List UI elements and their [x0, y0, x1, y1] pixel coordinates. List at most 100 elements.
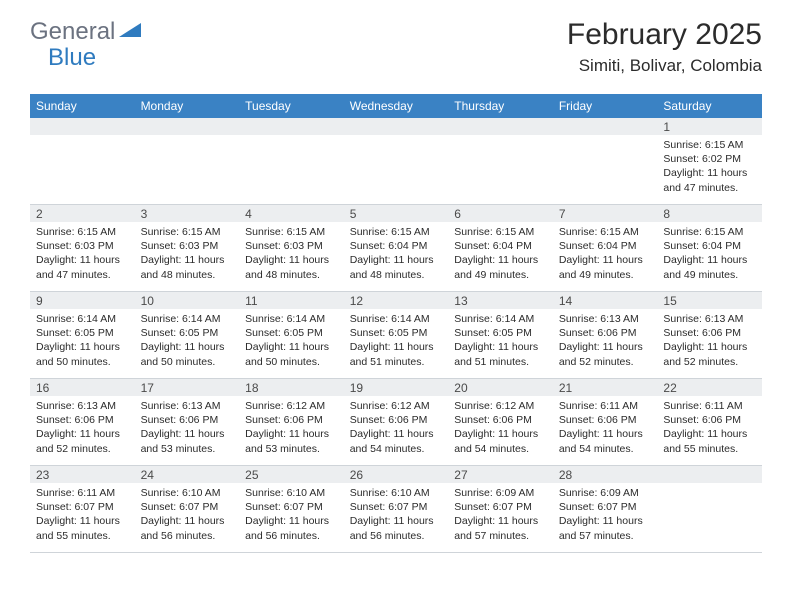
day-cell: 4Sunrise: 6:15 AMSunset: 6:03 PMDaylight…	[239, 205, 344, 291]
day-details: Sunrise: 6:15 AMSunset: 6:04 PMDaylight:…	[553, 222, 658, 286]
day-number: 15	[657, 292, 762, 309]
day-details: Sunrise: 6:15 AMSunset: 6:03 PMDaylight:…	[239, 222, 344, 286]
sunset-text: Sunset: 6:03 PM	[245, 239, 338, 253]
daylight-text: Daylight: 11 hours and 55 minutes.	[36, 514, 129, 542]
day-number: 12	[344, 292, 449, 309]
day-number: 9	[30, 292, 135, 309]
day-details: Sunrise: 6:13 AMSunset: 6:06 PMDaylight:…	[657, 309, 762, 373]
day-cell	[135, 118, 240, 204]
day-details: Sunrise: 6:09 AMSunset: 6:07 PMDaylight:…	[448, 483, 553, 547]
sunrise-text: Sunrise: 6:13 AM	[663, 312, 756, 326]
daylight-text: Daylight: 11 hours and 48 minutes.	[245, 253, 338, 281]
day-cell: 6Sunrise: 6:15 AMSunset: 6:04 PMDaylight…	[448, 205, 553, 291]
sunset-text: Sunset: 6:05 PM	[350, 326, 443, 340]
daylight-text: Daylight: 11 hours and 49 minutes.	[454, 253, 547, 281]
sunrise-text: Sunrise: 6:10 AM	[141, 486, 234, 500]
month-title: February 2025	[567, 18, 762, 52]
day-details: Sunrise: 6:15 AMSunset: 6:04 PMDaylight:…	[344, 222, 449, 286]
day-cell: 27Sunrise: 6:09 AMSunset: 6:07 PMDayligh…	[448, 466, 553, 552]
title-block: February 2025 Simiti, Bolivar, Colombia	[567, 18, 762, 76]
weekday-header: Friday	[553, 94, 658, 118]
sunset-text: Sunset: 6:07 PM	[36, 500, 129, 514]
day-details: Sunrise: 6:10 AMSunset: 6:07 PMDaylight:…	[344, 483, 449, 547]
sunset-text: Sunset: 6:04 PM	[663, 239, 756, 253]
day-number: 27	[448, 466, 553, 483]
sunset-text: Sunset: 6:06 PM	[559, 326, 652, 340]
sunrise-text: Sunrise: 6:15 AM	[663, 138, 756, 152]
sunset-text: Sunset: 6:07 PM	[350, 500, 443, 514]
sunrise-text: Sunrise: 6:14 AM	[245, 312, 338, 326]
day-cell: 25Sunrise: 6:10 AMSunset: 6:07 PMDayligh…	[239, 466, 344, 552]
day-cell	[657, 466, 762, 552]
day-details: Sunrise: 6:10 AMSunset: 6:07 PMDaylight:…	[135, 483, 240, 547]
daylight-text: Daylight: 11 hours and 56 minutes.	[245, 514, 338, 542]
day-cell: 7Sunrise: 6:15 AMSunset: 6:04 PMDaylight…	[553, 205, 658, 291]
day-cell: 16Sunrise: 6:13 AMSunset: 6:06 PMDayligh…	[30, 379, 135, 465]
day-details: Sunrise: 6:15 AMSunset: 6:02 PMDaylight:…	[657, 135, 762, 199]
day-number: 20	[448, 379, 553, 396]
daylight-text: Daylight: 11 hours and 57 minutes.	[454, 514, 547, 542]
weekday-header: Tuesday	[239, 94, 344, 118]
day-number: 28	[553, 466, 658, 483]
daylight-text: Daylight: 11 hours and 53 minutes.	[245, 427, 338, 455]
sunset-text: Sunset: 6:06 PM	[454, 413, 547, 427]
sunset-text: Sunset: 6:03 PM	[141, 239, 234, 253]
day-cell: 9Sunrise: 6:14 AMSunset: 6:05 PMDaylight…	[30, 292, 135, 378]
logo-text-general: General	[30, 18, 115, 46]
day-number: 2	[30, 205, 135, 222]
sunset-text: Sunset: 6:06 PM	[663, 413, 756, 427]
day-details: Sunrise: 6:13 AMSunset: 6:06 PMDaylight:…	[553, 309, 658, 373]
day-cell	[30, 118, 135, 204]
day-details: Sunrise: 6:13 AMSunset: 6:06 PMDaylight:…	[135, 396, 240, 460]
sunrise-text: Sunrise: 6:10 AM	[245, 486, 338, 500]
day-cell: 15Sunrise: 6:13 AMSunset: 6:06 PMDayligh…	[657, 292, 762, 378]
day-number: 5	[344, 205, 449, 222]
day-details: Sunrise: 6:12 AMSunset: 6:06 PMDaylight:…	[344, 396, 449, 460]
weekday-header: Wednesday	[344, 94, 449, 118]
day-details: Sunrise: 6:11 AMSunset: 6:06 PMDaylight:…	[553, 396, 658, 460]
week-row: 16Sunrise: 6:13 AMSunset: 6:06 PMDayligh…	[30, 379, 762, 466]
day-details: Sunrise: 6:15 AMSunset: 6:04 PMDaylight:…	[448, 222, 553, 286]
day-number: 7	[553, 205, 658, 222]
day-number: 14	[553, 292, 658, 309]
daylight-text: Daylight: 11 hours and 56 minutes.	[350, 514, 443, 542]
day-number: 3	[135, 205, 240, 222]
day-cell: 17Sunrise: 6:13 AMSunset: 6:06 PMDayligh…	[135, 379, 240, 465]
day-details: Sunrise: 6:14 AMSunset: 6:05 PMDaylight:…	[448, 309, 553, 373]
day-cell: 12Sunrise: 6:14 AMSunset: 6:05 PMDayligh…	[344, 292, 449, 378]
day-details: Sunrise: 6:14 AMSunset: 6:05 PMDaylight:…	[344, 309, 449, 373]
daylight-text: Daylight: 11 hours and 51 minutes.	[350, 340, 443, 368]
day-number	[657, 466, 762, 483]
sunset-text: Sunset: 6:04 PM	[454, 239, 547, 253]
daylight-text: Daylight: 11 hours and 55 minutes.	[663, 427, 756, 455]
sunset-text: Sunset: 6:07 PM	[559, 500, 652, 514]
sunset-text: Sunset: 6:05 PM	[141, 326, 234, 340]
day-details: Sunrise: 6:15 AMSunset: 6:03 PMDaylight:…	[135, 222, 240, 286]
day-cell	[553, 118, 658, 204]
daylight-text: Daylight: 11 hours and 47 minutes.	[663, 166, 756, 194]
sunrise-text: Sunrise: 6:15 AM	[454, 225, 547, 239]
sunrise-text: Sunrise: 6:15 AM	[663, 225, 756, 239]
sunrise-text: Sunrise: 6:09 AM	[454, 486, 547, 500]
day-details: Sunrise: 6:09 AMSunset: 6:07 PMDaylight:…	[553, 483, 658, 547]
day-cell: 22Sunrise: 6:11 AMSunset: 6:06 PMDayligh…	[657, 379, 762, 465]
day-number: 4	[239, 205, 344, 222]
weekday-header: Sunday	[30, 94, 135, 118]
header: General Blue February 2025 Simiti, Boliv…	[0, 0, 792, 86]
day-cell: 11Sunrise: 6:14 AMSunset: 6:05 PMDayligh…	[239, 292, 344, 378]
sunset-text: Sunset: 6:04 PM	[559, 239, 652, 253]
day-cell: 23Sunrise: 6:11 AMSunset: 6:07 PMDayligh…	[30, 466, 135, 552]
day-cell: 3Sunrise: 6:15 AMSunset: 6:03 PMDaylight…	[135, 205, 240, 291]
sunset-text: Sunset: 6:05 PM	[245, 326, 338, 340]
day-number: 18	[239, 379, 344, 396]
day-number: 24	[135, 466, 240, 483]
daylight-text: Daylight: 11 hours and 53 minutes.	[141, 427, 234, 455]
day-details: Sunrise: 6:15 AMSunset: 6:04 PMDaylight:…	[657, 222, 762, 286]
day-cell: 8Sunrise: 6:15 AMSunset: 6:04 PMDaylight…	[657, 205, 762, 291]
day-number	[448, 118, 553, 135]
sunset-text: Sunset: 6:03 PM	[36, 239, 129, 253]
sunrise-text: Sunrise: 6:09 AM	[559, 486, 652, 500]
sunrise-text: Sunrise: 6:15 AM	[350, 225, 443, 239]
day-details: Sunrise: 6:11 AMSunset: 6:07 PMDaylight:…	[30, 483, 135, 547]
daylight-text: Daylight: 11 hours and 50 minutes.	[36, 340, 129, 368]
